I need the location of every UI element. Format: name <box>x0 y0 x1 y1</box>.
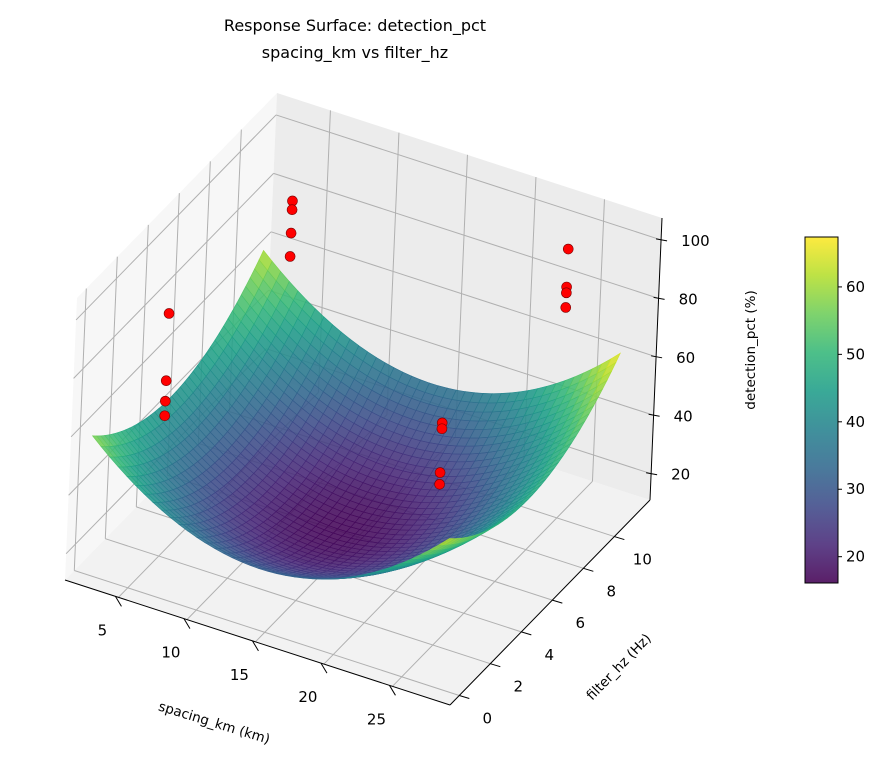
x-tick <box>115 596 122 607</box>
x-axis-line <box>64 579 451 706</box>
scatter-points <box>159 195 574 490</box>
y-tick-label: 2 <box>514 678 524 696</box>
data-point <box>284 251 296 262</box>
z-axis-line <box>649 217 663 501</box>
y-tick-label: 8 <box>607 582 617 600</box>
data-point <box>561 287 572 299</box>
x-tick <box>389 685 396 696</box>
x-gridline <box>591 199 605 482</box>
y-tick <box>459 694 470 699</box>
x-tick <box>183 618 191 629</box>
x-tick-label: 20 <box>298 688 317 706</box>
data-point <box>159 410 171 422</box>
z-gridline <box>75 114 277 321</box>
data-point <box>160 395 171 407</box>
y-axis-line <box>449 499 651 706</box>
y-gridline <box>104 256 118 539</box>
z-gridline <box>73 173 274 379</box>
x-tick-label: 25 <box>367 710 386 728</box>
z-gridline <box>273 172 659 299</box>
x-tick-label: 15 <box>230 666 249 684</box>
x-tick <box>252 640 259 652</box>
y-tick-label: 0 <box>483 709 493 727</box>
y-gridline <box>74 569 460 696</box>
colorbar-bar <box>804 236 839 584</box>
data-point <box>434 467 446 478</box>
z-tick <box>655 238 668 242</box>
y-tick <box>583 567 594 572</box>
y-axis-label: filter_hz (Hz) <box>584 631 655 704</box>
x-gridline <box>392 480 593 687</box>
x-axis-label: spacing_km (km) <box>157 699 272 748</box>
data-point <box>160 375 172 386</box>
y-gridline <box>105 538 491 665</box>
y-tick <box>614 536 625 541</box>
z-tick-label: 20 <box>671 466 690 484</box>
y-tick <box>521 631 532 636</box>
colorbar-tick-label: 50 <box>846 345 865 363</box>
y-tick <box>552 599 563 604</box>
x-tick <box>320 662 328 674</box>
z-tick <box>651 355 663 359</box>
chart-subtitle: spacing_km vs filter_hz <box>262 43 448 63</box>
surface-patch <box>439 538 455 545</box>
z-gridline <box>275 114 662 241</box>
y-tick <box>490 663 501 668</box>
x-tick-label: 5 <box>98 621 108 639</box>
colorbar-tick-label: 30 <box>846 480 865 498</box>
colorbar-tick-label: 20 <box>846 548 865 566</box>
data-point <box>560 302 572 313</box>
z-gridline <box>270 231 657 358</box>
data-point <box>163 308 175 319</box>
data-point <box>434 478 445 490</box>
data-point <box>285 227 297 239</box>
response-surface <box>91 249 622 580</box>
z-gridline <box>70 231 272 438</box>
data-point <box>562 243 574 255</box>
colorbar-tick-label: 40 <box>846 413 865 431</box>
chart-title: Response Surface: detection_pct <box>224 16 486 36</box>
z-axis-label: detection_pct (%) <box>743 290 759 409</box>
z-tick-label: 80 <box>679 290 698 308</box>
x-gridline <box>454 154 468 437</box>
z-tick-label: 60 <box>676 349 695 367</box>
data-point <box>436 423 448 435</box>
z-tick-label: 100 <box>681 232 710 250</box>
y-tick-label: 4 <box>545 646 555 664</box>
z-tick <box>646 472 658 476</box>
y-tick-label: 10 <box>633 551 652 569</box>
x-tick-label: 10 <box>161 644 180 662</box>
z-tick <box>648 413 660 417</box>
data-point <box>286 204 298 216</box>
colorbar: 20 30 40 50 60 <box>804 236 865 584</box>
colorbar-tick-label: 60 <box>846 278 865 296</box>
z-tick <box>653 296 665 300</box>
y-gridline <box>73 288 87 571</box>
axes: 5 10 15 20 25 0 2 4 6 8 10 20 40 60 80 100 <box>64 217 710 728</box>
y-tick-label: 6 <box>576 614 586 632</box>
z-tick-label: 40 <box>674 407 693 425</box>
